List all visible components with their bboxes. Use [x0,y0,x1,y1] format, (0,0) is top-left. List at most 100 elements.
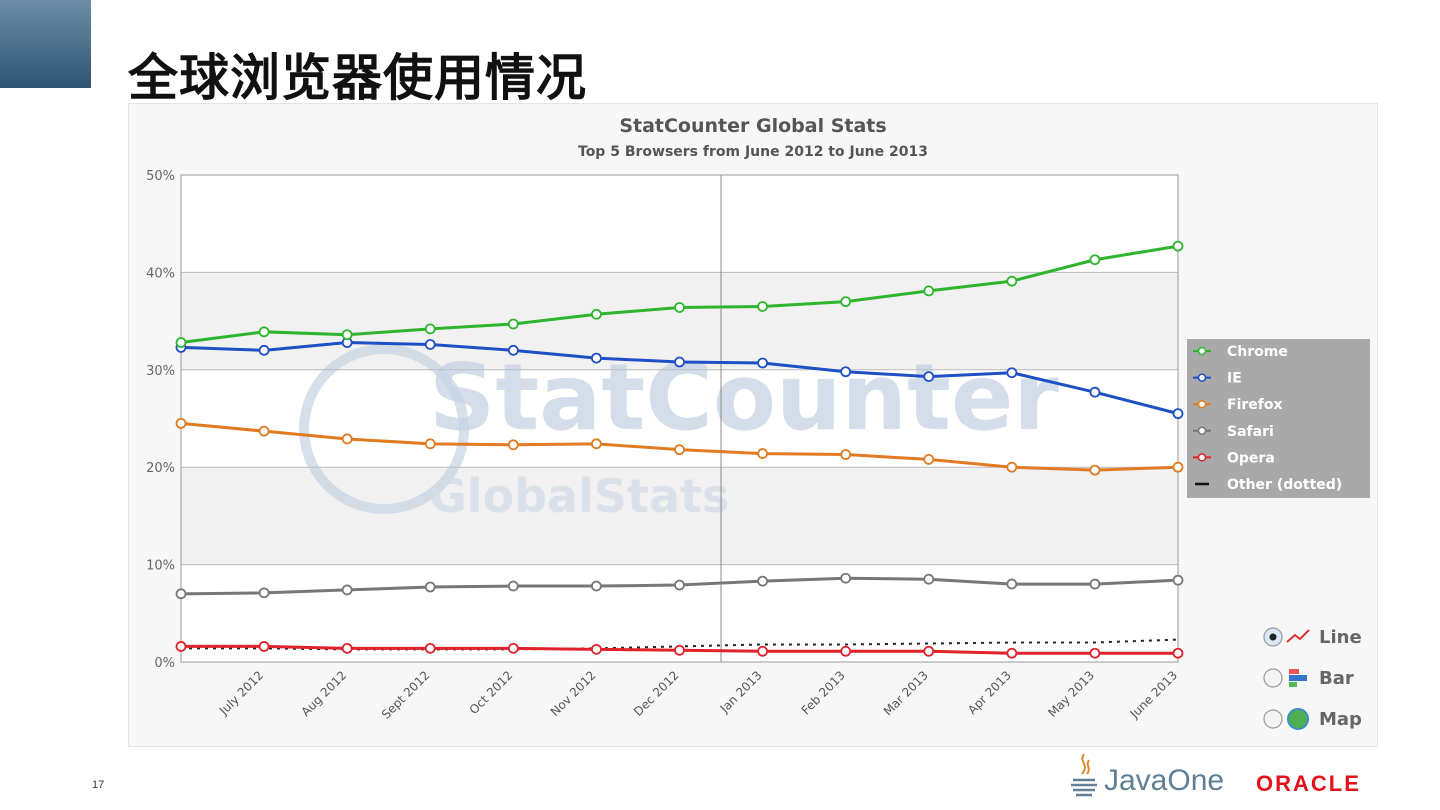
y-tick-label: 40% [146,266,175,281]
legend-label: IE [1227,371,1242,387]
data-point [757,357,768,369]
data-point [1172,461,1184,473]
x-tick-label: Mar 2013 [881,668,931,718]
data-point [258,425,270,437]
y-tick-label: 50% [146,169,175,184]
data-point [757,301,768,312]
x-tick-label: Oct 2012 [467,668,516,717]
data-point [175,417,187,429]
data-point [1006,275,1018,287]
chart-panel: StatCounter Global Stats Top 5 Browsers f… [128,103,1378,747]
x-tick-label: Sept 2012 [379,668,433,722]
data-point [923,645,935,657]
data-point [1006,461,1018,473]
data-point [1089,578,1101,590]
chart-watermark-sub: GlobalStats [429,469,729,523]
data-point [1089,647,1101,659]
chart-title: StatCounter Global Stats [619,115,886,137]
data-point [424,581,436,593]
data-point [1006,367,1018,379]
data-point [424,323,436,335]
radio-dot [1269,633,1277,641]
data-point [258,641,270,652]
legend-label: Opera [1227,450,1275,466]
data-point [1006,647,1018,659]
data-point [757,645,768,657]
legend-box [1187,339,1370,498]
data-point [591,438,602,450]
data-point [1172,408,1184,420]
data-point [840,645,852,657]
data-point [674,444,685,456]
data-point [341,584,353,596]
data-point [507,642,519,654]
view-option-label[interactable]: Line [1319,627,1362,648]
legend-marker [1197,399,1207,409]
x-tick-label: Aug 2012 [299,668,350,719]
data-point [1089,254,1101,266]
data-point [258,326,270,338]
data-point [674,356,685,368]
legend-marker [1197,346,1207,356]
oracle-logo: ORACLE [1256,771,1361,796]
data-point [507,344,519,356]
java-cup-icon [1071,753,1097,797]
view-radio-map[interactable] [1263,709,1283,729]
y-tick-label: 30% [146,364,175,379]
data-point [840,449,852,460]
x-tick-label: July 2012 [216,668,266,718]
chart-watermark: StatCounter [429,344,1059,451]
data-point [424,339,436,350]
data-point [1172,574,1184,586]
legend-label: Other (dotted) [1227,477,1342,493]
javaone-logo: JavaOne [1068,752,1224,798]
bar-chart-icon-bar [1289,675,1307,681]
y-tick-label: 0% [154,656,175,671]
data-point [591,643,602,655]
data-point [1172,240,1184,252]
data-point [674,644,685,656]
data-point [1172,647,1184,659]
data-point [674,579,685,591]
x-tick-label: Apr 2013 [965,668,1014,717]
x-tick-label: May 2013 [1045,668,1097,720]
x-tick-label: June 2013 [1127,668,1180,721]
data-point [923,454,935,465]
data-point [175,641,187,652]
data-point [341,642,353,654]
data-point [424,642,436,654]
x-tick-label: Dec 2012 [631,668,682,719]
data-point [840,572,852,584]
data-point [591,580,602,592]
data-point [591,308,602,320]
view-option-label[interactable]: Bar [1319,668,1354,689]
legend-label: Safari [1227,424,1274,440]
data-point [258,344,270,356]
data-point [674,302,685,313]
view-radio-bar[interactable] [1263,668,1283,688]
legend-marker [1197,426,1207,436]
legend-label: Firefox [1227,397,1283,413]
data-point [175,337,187,348]
x-tick-label: Nov 2012 [548,668,599,719]
line-chart: StatCounter Global Stats Top 5 Browsers f… [146,115,1370,730]
data-point [757,575,768,587]
line-chart-icon [1286,629,1310,643]
data-point [591,352,602,364]
data-point [1089,464,1101,476]
data-point [341,433,353,445]
data-point [507,439,519,451]
legend-marker [1197,453,1207,462]
y-tick-label: 20% [146,461,175,476]
view-option-label[interactable]: Map [1319,709,1362,730]
chart-subtitle: Top 5 Browsers from June 2012 to June 20… [578,144,928,160]
globe-map-icon [1287,708,1309,730]
data-point [507,318,519,330]
data-point [1006,578,1018,590]
y-tick-label: 10% [146,559,175,574]
data-point [258,587,270,599]
x-tick-label: Feb 2013 [799,668,848,717]
data-point [923,285,935,297]
legend-marker [1197,373,1207,382]
data-point [341,329,353,341]
